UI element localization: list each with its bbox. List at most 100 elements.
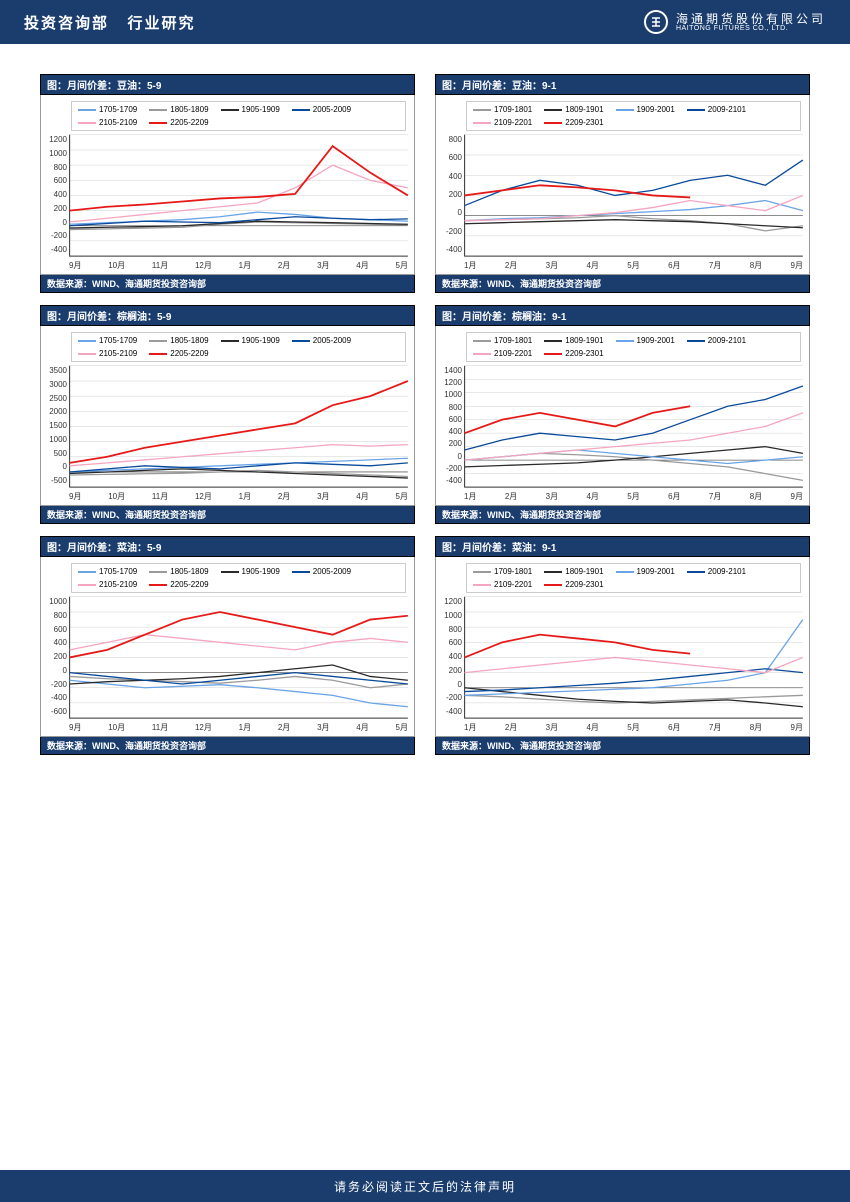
- chart-block: 图：月间价差：棕榈油：9-1 1709-1801 1809-1901 1909-200…: [435, 305, 810, 524]
- legend-swatch: [221, 340, 239, 342]
- legend-swatch: [221, 571, 239, 573]
- legend-label: 1909-2001: [637, 105, 675, 114]
- page-footer: 请务必阅读正文后的法律声明: [0, 1170, 850, 1202]
- chart-source: 数据来源：WIND、海通期货投资咨询部: [40, 506, 415, 524]
- legend-label: 2209-2301: [565, 349, 603, 358]
- content-area: 图：月间价差：豆油：5-91705-17091805-18091905-1909…: [0, 44, 850, 755]
- legend-swatch: [687, 109, 705, 111]
- chart-title: 图：月间价差：菜油：9-1: [435, 536, 810, 557]
- legend-item: 1905-1909: [221, 336, 280, 345]
- legend-item: 1705-1709: [78, 105, 137, 114]
- chart-block: 图：月间价差：豆油：9-11709-18011809-19011909-2001…: [435, 74, 810, 293]
- header-logo: 海通期货股份有限公司 HAITONG FUTURES CO., LTD.: [644, 10, 826, 34]
- legend-label: 1805-1809: [170, 567, 208, 576]
- legend-item: 2209-2301: [544, 118, 603, 127]
- company-name-en: HAITONG FUTURES CO., LTD.: [676, 25, 826, 32]
- legend-label: 2009-2101: [708, 336, 746, 345]
- legend-swatch: [544, 122, 562, 124]
- legend-label: 1905-1909: [242, 105, 280, 114]
- series-line: [70, 612, 408, 657]
- chart-block: 图：月间价差：菜油：9-1 1709-1801 1809-1901 1909-2001…: [435, 536, 810, 755]
- legend-swatch: [687, 340, 705, 342]
- legend-swatch: [149, 353, 167, 355]
- legend-item: 1909-2001: [616, 567, 675, 576]
- chart-legend: 1709-1801 1809-1901 1909-2001 2009-2101 2109…: [466, 332, 801, 362]
- legend-swatch: [544, 584, 562, 586]
- chart-area: 1705-1709 1805-1809 1905-1909 2005-2009 2105…: [40, 326, 415, 506]
- legend-swatch: [292, 109, 310, 111]
- chart-block: 图：月间价差：豆油：5-91705-17091805-18091905-1909…: [40, 74, 415, 293]
- legend-label: 2109-2201: [494, 580, 532, 589]
- legend-item: 1705-1709: [78, 336, 137, 345]
- legend-swatch: [616, 109, 634, 111]
- legend-swatch: [78, 122, 96, 124]
- legend-item: 1709-1801: [473, 567, 532, 576]
- legend-label: 1909-2001: [637, 336, 675, 345]
- page-header: 投资咨询部 行业研究 海通期货股份有限公司 HAITONG FUTURES CO…: [0, 0, 850, 44]
- legend-swatch: [292, 571, 310, 573]
- legend-label: 1805-1809: [170, 336, 208, 345]
- chart-legend: 1705-1709 1805-1809 1905-1909 2005-2009 2105…: [71, 332, 406, 362]
- legend-label: 2205-2209: [170, 118, 208, 127]
- legend-swatch: [149, 584, 167, 586]
- legend-label: 1705-1709: [99, 567, 137, 576]
- chart-title: 图：月间价差：豆油：9-1: [435, 74, 810, 95]
- legend-label: 2005-2009: [313, 567, 351, 576]
- chart-block: 图：月间价差：棕榈油：5-91705-17091805-18091905-190…: [40, 305, 415, 524]
- chart-source: 数据来源：WIND、海通期货投资咨询部: [435, 275, 810, 293]
- legend-swatch: [616, 340, 634, 342]
- series-line: [465, 447, 803, 467]
- legend-swatch: [149, 122, 167, 124]
- legend-swatch: [544, 353, 562, 355]
- legend-item: 2005-2009: [292, 567, 351, 576]
- legend-item: 1709-1801: [473, 336, 532, 345]
- legend-swatch: [544, 340, 562, 342]
- series-line: [465, 220, 803, 228]
- series-line: [70, 381, 408, 463]
- legend-item: 2205-2209: [149, 118, 208, 127]
- legend-label: 1705-1709: [99, 105, 137, 114]
- legend-label: 2109-2201: [494, 349, 532, 358]
- legend-item: 2105-2109: [78, 349, 137, 358]
- legend-item: 1805-1809: [149, 105, 208, 114]
- chart-legend: 1705-17091805-18091905-19092005-20092105…: [71, 101, 406, 131]
- legend-label: 1905-1909: [242, 567, 280, 576]
- chart-source: 数据来源：WIND、海通期货投资咨询部: [435, 506, 810, 524]
- legend-item: 2009-2101: [687, 105, 746, 114]
- legend-item: 2109-2201: [473, 118, 532, 127]
- legend-label: 1809-1901: [565, 336, 603, 345]
- chart-title: 图：月间价差：棕榈油：9-1: [435, 305, 810, 326]
- legend-item: 2105-2109: [78, 580, 137, 589]
- legend-swatch: [473, 584, 491, 586]
- legend-label: 2105-2109: [99, 118, 137, 127]
- series-line: [465, 450, 803, 464]
- legend-item: 2205-2209: [149, 580, 208, 589]
- legend-label: 1809-1901: [565, 567, 603, 576]
- chart-area: 1709-18011809-19011909-20012009-21012109…: [435, 557, 810, 737]
- legend-item: 1805-1809: [149, 336, 208, 345]
- legend-swatch: [78, 584, 96, 586]
- legend-label: 1709-1801: [494, 567, 532, 576]
- chart-block: 图：月间价差：菜油：5-91705-17091805-18091905-1909…: [40, 536, 415, 755]
- legend-label: 1709-1801: [494, 105, 532, 114]
- legend-swatch: [78, 109, 96, 111]
- legend-label: 2009-2101: [708, 105, 746, 114]
- legend-label: 2205-2209: [170, 580, 208, 589]
- company-name-cn: 海通期货股份有限公司: [676, 13, 826, 25]
- legend-swatch: [687, 571, 705, 573]
- chart-area: 1709-1801 1809-1901 1909-2001 2009-2101 2109…: [435, 326, 810, 506]
- series-line: [465, 453, 803, 480]
- legend-label: 2109-2201: [494, 118, 532, 127]
- legend-label: 2105-2109: [99, 580, 137, 589]
- legend-item: 1809-1901: [544, 567, 603, 576]
- legend-label: 2205-2209: [170, 349, 208, 358]
- header-title: 投资咨询部 行业研究: [24, 12, 196, 33]
- legend-swatch: [473, 353, 491, 355]
- legend-item: 1905-1909: [221, 105, 280, 114]
- legend-swatch: [149, 571, 167, 573]
- legend-item: 2005-2009: [292, 336, 351, 345]
- legend-swatch: [221, 109, 239, 111]
- legend-swatch: [78, 353, 96, 355]
- legend-label: 1805-1809: [170, 105, 208, 114]
- legend-swatch: [473, 571, 491, 573]
